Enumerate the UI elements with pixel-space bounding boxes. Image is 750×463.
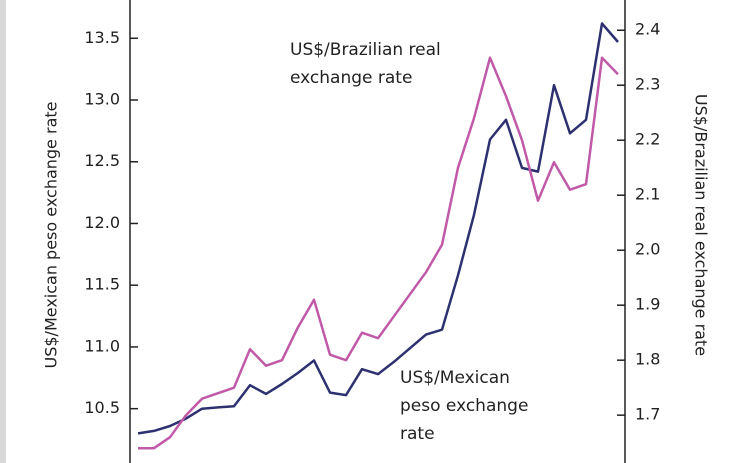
y2-tick-label: 2.3 — [635, 75, 660, 94]
y-tick-label: 13.0 — [84, 90, 120, 109]
annotation: US$/Brazilian real — [290, 40, 441, 60]
y-tick-label: 11.0 — [84, 336, 120, 355]
y-tick-label: 11.5 — [84, 275, 120, 294]
y-axis-label: US$/Mexican peso exchange rate — [42, 102, 61, 369]
y2-tick-label: 1.9 — [635, 295, 660, 314]
annotation: exchange rate — [290, 68, 412, 88]
y-tick-label: 12.0 — [84, 213, 120, 232]
series-line — [138, 56, 619, 450]
y-tick-label: 12.5 — [84, 151, 120, 170]
y2-tick-label: 2.1 — [635, 185, 660, 204]
y-tick-label: 10.5 — [84, 398, 120, 417]
annotation: US$/Mexican — [400, 368, 510, 388]
y2-tick-label: 2.4 — [635, 20, 660, 39]
y2-tick-label: 2.0 — [635, 240, 660, 259]
left-border — [0, 0, 6, 463]
series-line — [137, 22, 619, 435]
y2-tick-label: 1.7 — [635, 405, 660, 424]
y2-tick-label: 2.2 — [635, 130, 660, 149]
y-tick-label: 13.5 — [84, 28, 120, 47]
annotation: rate — [400, 424, 435, 444]
y2-axis-label: US$/Brazilian real exchange rate — [692, 94, 711, 356]
y2-tick-label: 1.8 — [635, 350, 660, 369]
annotation: peso exchange — [400, 396, 528, 416]
